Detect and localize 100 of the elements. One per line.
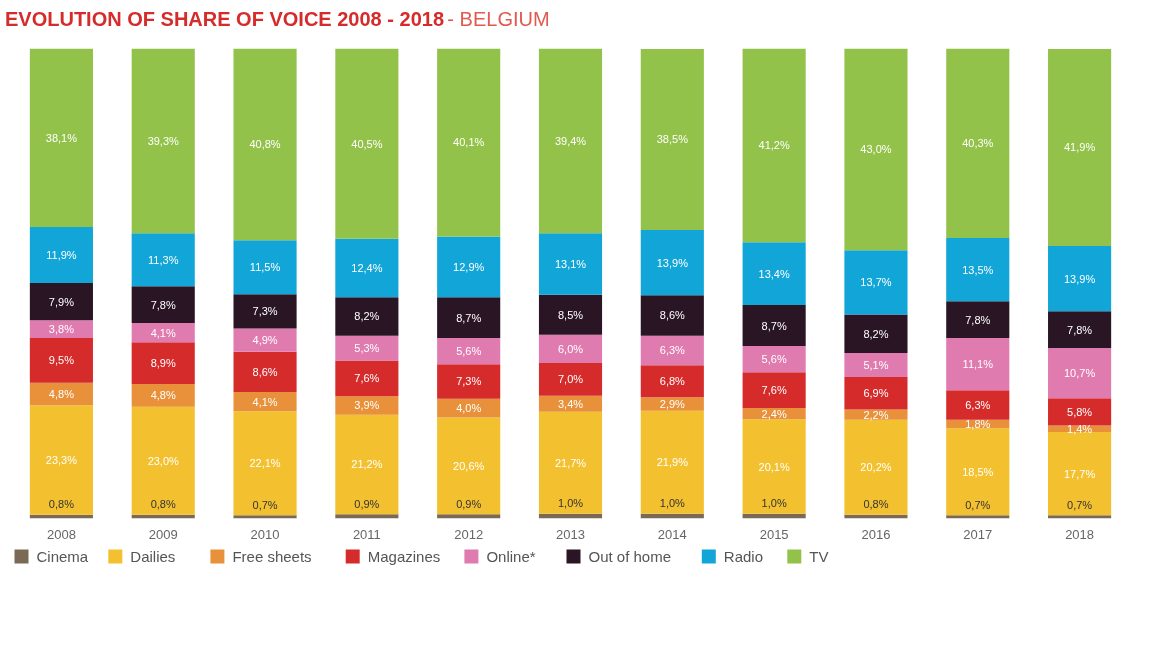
- data-label: 20,6%: [453, 459, 485, 472]
- bar: [335, 396, 399, 415]
- data-label: 20,2%: [860, 461, 892, 474]
- data-label: 1,4%: [1067, 422, 1093, 435]
- data-label: 23,0%: [147, 454, 180, 467]
- bar: [233, 294, 297, 329]
- bar: [29, 405, 93, 515]
- bar: [131, 384, 195, 407]
- data-label: 18,5%: [962, 465, 994, 478]
- data-label: 9,5%: [48, 354, 75, 367]
- data-label: 12,4%: [351, 261, 383, 274]
- data-label: 6,3%: [659, 344, 686, 357]
- bar: [437, 48, 501, 237]
- data-label: 13,5%: [962, 263, 994, 276]
- bar: [1048, 311, 1112, 348]
- bar: [538, 411, 603, 514]
- bar: [844, 314, 908, 354]
- bar: [844, 353, 908, 378]
- data-label: 41,9%: [1064, 141, 1096, 154]
- chart-subtitle: - BELGIUM: [447, 8, 550, 30]
- data-label: 5,6%: [761, 353, 787, 366]
- data-label: 10,7%: [1064, 367, 1096, 380]
- bar: [844, 250, 908, 315]
- data-label: 21,9%: [656, 456, 689, 469]
- x-tick-label: 2012: [454, 526, 484, 542]
- bar: [844, 419, 908, 515]
- bar: [946, 301, 1010, 339]
- bar: [640, 410, 704, 514]
- data-label: 1,0%: [659, 497, 686, 510]
- chart-title: EVOLUTION OF SHARE OF VOICE 2008 - 2018: [5, 8, 445, 30]
- bar: [437, 514, 501, 519]
- data-label: 5,6%: [456, 345, 482, 358]
- x-tick-label: 2010: [250, 526, 280, 542]
- data-label: 8,6%: [252, 365, 278, 378]
- bar: [131, 233, 195, 287]
- legend-label: Out of home: [588, 548, 672, 565]
- data-label: 38,5%: [656, 133, 689, 146]
- data-label: 12,9%: [453, 260, 485, 273]
- bar: [1048, 398, 1112, 426]
- data-label: 40,1%: [453, 136, 485, 149]
- bar: [640, 229, 704, 296]
- data-label: 0,7%: [965, 498, 991, 511]
- x-tick-label: 2015: [759, 526, 789, 542]
- data-label: 1,0%: [557, 497, 584, 510]
- data-label: 11,9%: [46, 249, 77, 262]
- bar: [131, 48, 195, 234]
- bar: [538, 233, 603, 295]
- data-label: 8,2%: [863, 327, 889, 340]
- data-label: 7,9%: [48, 295, 75, 308]
- data-label: 7,6%: [354, 372, 380, 385]
- data-label: 2,2%: [863, 408, 889, 421]
- data-label: 0,8%: [863, 498, 889, 511]
- bar: [233, 411, 297, 516]
- data-label: 7,8%: [150, 298, 176, 311]
- x-tick-label: 2018: [1065, 526, 1095, 542]
- bar: [640, 335, 704, 366]
- data-label: 3,8%: [48, 323, 75, 336]
- bar: [538, 48, 603, 234]
- data-label: 7,8%: [1067, 323, 1093, 336]
- x-tick-label: 2009: [148, 526, 178, 542]
- bar: [233, 392, 297, 412]
- bar: [233, 515, 297, 519]
- bar: [29, 283, 93, 321]
- legend-label: Free sheets: [232, 548, 312, 565]
- legend-label: Dailies: [130, 548, 176, 565]
- data-label: 0,9%: [354, 497, 380, 510]
- data-label: 38,1%: [45, 131, 78, 144]
- data-label: 8,5%: [557, 308, 584, 321]
- bar: [29, 338, 93, 383]
- bar: [335, 297, 399, 336]
- data-label: 5,1%: [863, 359, 889, 372]
- data-label: 7,0%: [557, 373, 584, 386]
- bar: [335, 48, 399, 239]
- data-label: 40,8%: [249, 138, 281, 151]
- data-label: 11,5%: [249, 261, 281, 274]
- data-label: 5,3%: [354, 342, 380, 355]
- data-label: 3,4%: [557, 397, 584, 410]
- data-label: 6,0%: [557, 342, 584, 355]
- bar: [742, 242, 806, 306]
- data-label: 11,3%: [148, 253, 179, 266]
- bar: [946, 338, 1010, 391]
- bar: [640, 295, 704, 336]
- bar: [131, 286, 195, 323]
- bar: [538, 294, 603, 335]
- data-label: 8,2%: [354, 310, 380, 323]
- x-tick-label: 2008: [46, 526, 76, 542]
- data-label: 5,8%: [1067, 405, 1093, 418]
- bar: [946, 237, 1010, 302]
- data-label: 2,4%: [761, 407, 787, 420]
- bar: [131, 406, 195, 515]
- bar: [335, 414, 399, 515]
- legend-label: Magazines: [367, 548, 441, 565]
- data-label: 6,8%: [659, 375, 686, 388]
- data-label: 13,9%: [1064, 272, 1096, 285]
- bar: [335, 335, 399, 361]
- bar: [1048, 245, 1112, 312]
- data-label: 6,9%: [863, 387, 889, 400]
- bar: [742, 305, 806, 347]
- bar: [742, 346, 806, 373]
- data-label: 1,0%: [761, 497, 787, 510]
